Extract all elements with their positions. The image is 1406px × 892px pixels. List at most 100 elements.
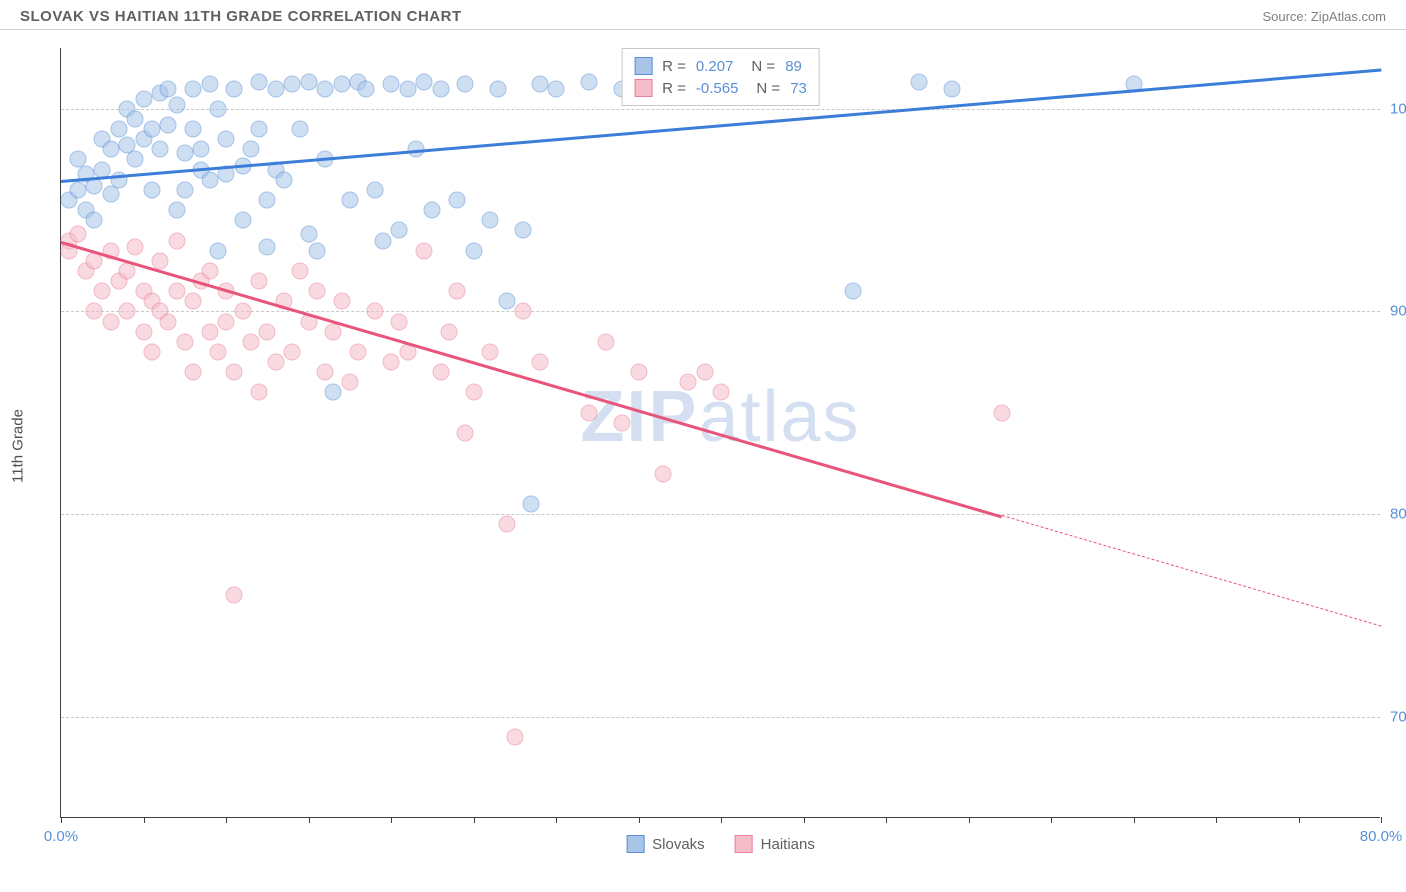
scatter-point xyxy=(498,516,515,533)
chart-source: Source: ZipAtlas.com xyxy=(1262,9,1386,24)
scatter-point xyxy=(416,74,433,91)
gridline xyxy=(61,717,1380,718)
scatter-point xyxy=(185,121,202,138)
scatter-point xyxy=(102,313,119,330)
scatter-point xyxy=(523,495,540,512)
scatter-point xyxy=(506,728,523,745)
scatter-point xyxy=(251,384,268,401)
scatter-point xyxy=(152,252,169,269)
scatter-point xyxy=(193,141,210,158)
scatter-point xyxy=(341,374,358,391)
scatter-point xyxy=(581,74,598,91)
scatter-point xyxy=(176,145,193,162)
scatter-point xyxy=(251,273,268,290)
scatter-point xyxy=(465,384,482,401)
scatter-point xyxy=(341,191,358,208)
scatter-point xyxy=(440,323,457,340)
scatter-point xyxy=(218,131,235,148)
scatter-point xyxy=(482,212,499,229)
scatter-point xyxy=(292,262,309,279)
scatter-point xyxy=(242,333,259,350)
scatter-point xyxy=(267,354,284,371)
scatter-point xyxy=(234,212,251,229)
scatter-point xyxy=(614,414,631,431)
scatter-point xyxy=(135,323,152,340)
legend-r-value: 0.207 xyxy=(696,58,734,75)
scatter-point xyxy=(209,343,226,360)
legend-swatch xyxy=(634,79,652,97)
scatter-point xyxy=(259,323,276,340)
scatter-point xyxy=(168,202,185,219)
scatter-point xyxy=(284,343,301,360)
chart-plot-area: ZIPatlas 70.0%80.0%90.0%100.0%0.0%80.0%R… xyxy=(60,48,1380,818)
scatter-point xyxy=(498,293,515,310)
correlation-legend: R =0.207N =89R =-0.565N =73 xyxy=(621,48,820,106)
x-tick xyxy=(556,817,557,823)
x-tick xyxy=(1051,817,1052,823)
scatter-point xyxy=(168,283,185,300)
gridline xyxy=(61,514,1380,515)
scatter-point xyxy=(226,587,243,604)
legend-r-value: -0.565 xyxy=(696,80,739,97)
series-legend-label: Haitians xyxy=(761,836,815,853)
gridline xyxy=(61,109,1380,110)
scatter-point xyxy=(531,354,548,371)
y-tick-label: 70.0% xyxy=(1390,708,1406,725)
x-tick xyxy=(1299,817,1300,823)
scatter-point xyxy=(490,80,507,97)
scatter-point xyxy=(366,303,383,320)
scatter-point xyxy=(696,364,713,381)
x-tick xyxy=(1381,817,1382,823)
scatter-point xyxy=(69,226,86,243)
legend-n-value: 73 xyxy=(790,80,807,97)
scatter-point xyxy=(127,110,144,127)
scatter-point xyxy=(69,181,86,198)
scatter-point xyxy=(234,303,251,320)
scatter-point xyxy=(201,76,218,93)
x-tick xyxy=(721,817,722,823)
x-tick xyxy=(886,817,887,823)
scatter-point xyxy=(432,80,449,97)
scatter-point xyxy=(300,226,317,243)
scatter-point xyxy=(531,76,548,93)
scatter-point xyxy=(135,90,152,107)
scatter-point xyxy=(209,242,226,259)
x-tick xyxy=(61,817,62,823)
x-tick xyxy=(639,817,640,823)
scatter-point xyxy=(713,384,730,401)
legend-swatch xyxy=(735,835,753,853)
scatter-point xyxy=(325,323,342,340)
scatter-point xyxy=(391,222,408,239)
x-tick-label: 0.0% xyxy=(44,828,78,845)
series-legend: Slovaks Haitians xyxy=(626,835,815,853)
scatter-point xyxy=(383,354,400,371)
scatter-point xyxy=(160,80,177,97)
scatter-point xyxy=(185,293,202,310)
scatter-point xyxy=(317,364,334,381)
scatter-point xyxy=(424,202,441,219)
scatter-point xyxy=(168,96,185,113)
scatter-point xyxy=(127,238,144,255)
scatter-point xyxy=(119,303,136,320)
scatter-point xyxy=(515,222,532,239)
scatter-point xyxy=(333,293,350,310)
scatter-point xyxy=(201,323,218,340)
series-legend-label: Slovaks xyxy=(652,836,705,853)
scatter-point xyxy=(300,74,317,91)
x-tick-label: 80.0% xyxy=(1360,828,1403,845)
scatter-point xyxy=(102,141,119,158)
scatter-point xyxy=(284,76,301,93)
scatter-point xyxy=(143,181,160,198)
scatter-point xyxy=(160,313,177,330)
legend-swatch xyxy=(634,57,652,75)
scatter-point xyxy=(275,171,292,188)
scatter-point xyxy=(449,283,466,300)
scatter-point xyxy=(845,283,862,300)
scatter-point xyxy=(86,303,103,320)
x-tick xyxy=(226,817,227,823)
legend-r-label: R = xyxy=(662,80,686,97)
y-tick-label: 80.0% xyxy=(1390,506,1406,523)
scatter-point xyxy=(259,191,276,208)
series-legend-item: Haitians xyxy=(735,835,815,853)
x-tick xyxy=(1134,817,1135,823)
